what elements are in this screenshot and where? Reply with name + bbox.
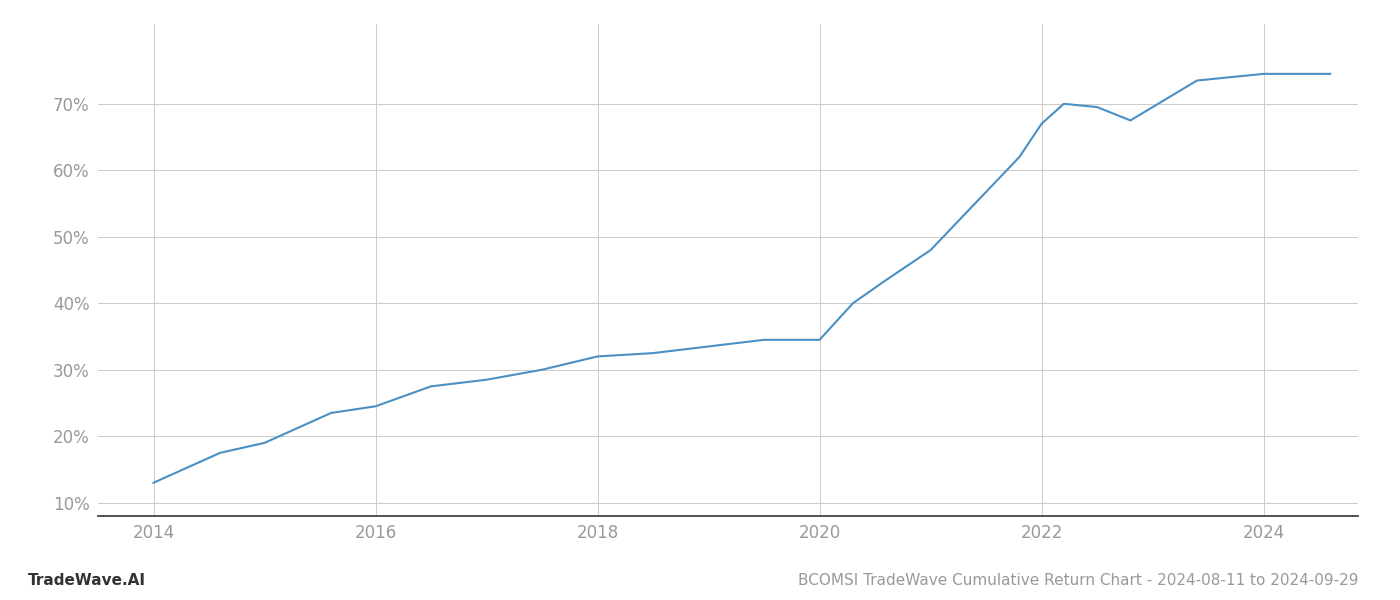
- Text: TradeWave.AI: TradeWave.AI: [28, 573, 146, 588]
- Text: BCOMSI TradeWave Cumulative Return Chart - 2024-08-11 to 2024-09-29: BCOMSI TradeWave Cumulative Return Chart…: [798, 573, 1358, 588]
